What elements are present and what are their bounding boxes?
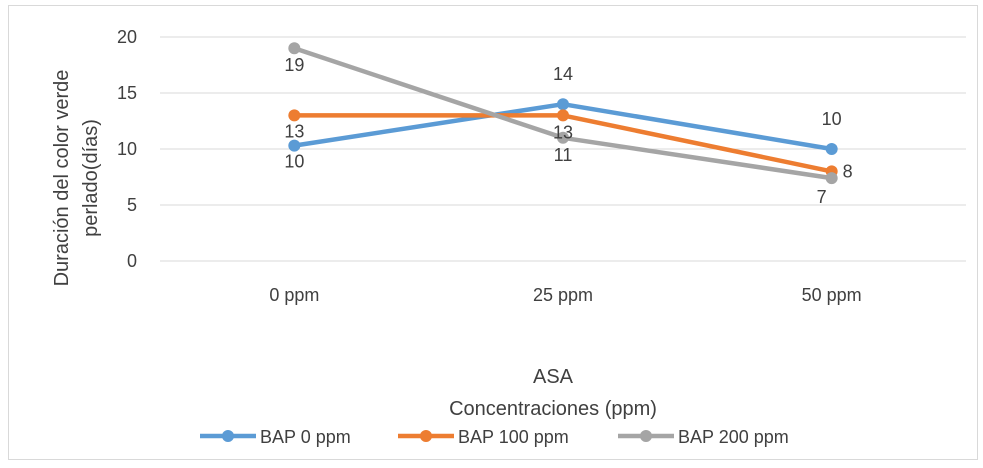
data-point	[825, 172, 838, 185]
data-label: 10	[284, 152, 304, 172]
data-point	[288, 139, 301, 152]
legend-label: BAP 0 ppm	[260, 427, 351, 447]
legend-marker	[222, 430, 234, 442]
y-tick-label: 20	[117, 27, 137, 47]
x-axis-title-line: ASA	[533, 366, 574, 388]
data-label: 7	[817, 187, 827, 207]
data-label: 14	[553, 64, 573, 84]
y-axis-title-line: Duración del color verde	[51, 70, 73, 287]
data-point	[825, 143, 838, 155]
legend-marker	[640, 430, 652, 442]
data-point	[557, 109, 569, 122]
y-tick-label: 10	[117, 139, 137, 159]
data-label: 13	[553, 122, 573, 142]
legend: BAP 0 ppm BAP 100 ppm BAP 200 ppm	[200, 427, 789, 447]
data-point	[288, 42, 301, 55]
data-point	[288, 109, 301, 122]
data-label: 19	[284, 55, 304, 75]
data-label: 13	[284, 121, 304, 141]
x-tick-label: 50 ppm	[802, 285, 862, 305]
y-tick-label: 15	[117, 83, 137, 103]
series-lines	[288, 42, 838, 185]
data-labels: 10 14 10 13 13 8 19 11 7	[284, 55, 852, 207]
y-axis-title: Duración del color verde perlado(días)	[51, 70, 102, 287]
y-tick-label: 0	[127, 251, 137, 271]
data-label: 10	[822, 109, 842, 129]
data-label: 11	[554, 145, 573, 165]
chart-frame	[8, 5, 978, 460]
y-tick-label: 5	[127, 195, 137, 215]
data-point	[557, 131, 569, 144]
x-axis-title: ASA Concentraciones (ppm)	[449, 366, 657, 420]
legend-label: BAP 100 ppm	[458, 427, 569, 447]
y-tick-labels: 0 5 10 15 20	[117, 27, 137, 271]
x-tick-label: 25 ppm	[533, 285, 593, 305]
x-axis-title-line: Concentraciones (ppm)	[449, 398, 657, 420]
x-tick-label: 0 ppm	[269, 285, 319, 305]
y-axis-title-line: perlado(días)	[80, 119, 102, 237]
legend-marker	[420, 430, 432, 442]
data-point	[557, 98, 569, 111]
legend-label: BAP 200 ppm	[678, 427, 789, 447]
x-tick-labels: 0 ppm 25 ppm 50 ppm	[269, 285, 861, 305]
data-label: 8	[843, 161, 853, 181]
